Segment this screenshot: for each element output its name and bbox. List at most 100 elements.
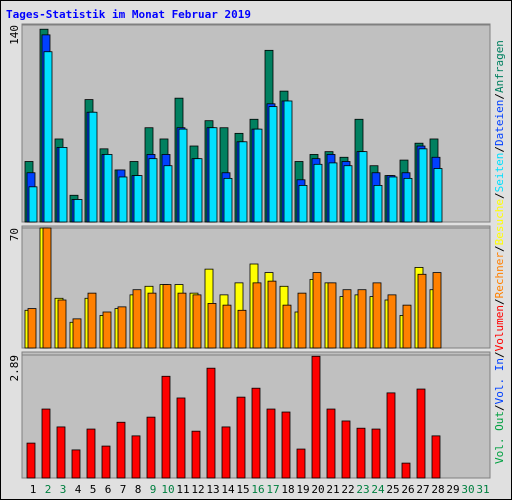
bar [163,165,173,223]
x-tick-label: 13 [206,483,219,496]
bar [251,387,261,479]
bar [148,158,158,223]
bar [297,292,307,349]
x-tick-label: 29 [446,483,459,496]
x-tick-label: 5 [90,483,97,496]
x-tick-label: 9 [150,483,157,496]
legend-separator: / [493,245,506,252]
bar [267,280,277,349]
y-tick-label: 2.89 [8,355,21,382]
x-tick-label: 21 [326,483,339,496]
bar [26,442,36,479]
bar [386,392,396,479]
legend-entry: Rechner [493,252,506,299]
legend: Vol. Out/Vol. In/Volumen/Rechner/Besuche… [493,40,506,464]
x-tick-label: 31 [476,483,489,496]
bar [192,294,202,349]
x-tick-label: 27 [416,483,429,496]
legend-separator: / [493,351,506,358]
bar [401,462,411,479]
x-tick-label: 17 [266,483,279,496]
bar [237,309,247,349]
bar [102,311,112,349]
bar [28,186,38,223]
bar [56,426,66,479]
bar [343,165,353,223]
legend-separator: / [493,298,506,305]
bar [87,292,97,349]
bar [356,427,366,479]
bar [177,292,187,349]
legend-entry: Volumen [493,305,506,351]
bar [191,430,201,479]
x-tick-label: 3 [60,483,67,496]
chart-title: Tages-Statistik im Monat Februar 2019 [6,8,251,21]
bar [27,308,37,349]
x-tick-label: 8 [135,483,142,496]
x-tick-label: 23 [356,483,369,496]
legend-separator: / [493,192,506,199]
bar [326,408,336,479]
x-tick-label: 10 [161,483,174,496]
legend-separator: / [493,404,506,411]
bar [341,420,351,479]
legend-separator: / [493,93,506,100]
x-tick-label: 2 [45,483,52,496]
bar [208,127,218,223]
bar [103,154,113,223]
bar [221,426,231,479]
bar [358,151,368,223]
bar [131,435,141,479]
legend-entry: Besuche [493,199,506,245]
bar [133,175,143,223]
x-tick-label: 11 [176,483,189,496]
bar [71,449,81,479]
x-tick-label: 30 [461,483,474,496]
x-tick-label: 1 [30,483,37,496]
bar [132,289,142,349]
bar [253,128,263,223]
bar [147,292,157,349]
bar [101,445,111,479]
bar [117,306,127,349]
bar [311,355,321,479]
bar [57,299,67,349]
bar [206,367,216,479]
bar [298,185,308,223]
x-tick-label: 15 [236,483,249,496]
x-tick-label: 18 [281,483,294,496]
x-tick-label: 20 [311,483,324,496]
bar [146,416,156,479]
x-tick-label: 14 [221,483,235,496]
bar [73,199,83,223]
bar [328,162,338,223]
x-tick-label: 28 [431,483,444,496]
bar [161,375,171,479]
bar [72,318,82,349]
legend-entry: Dateien [493,100,506,146]
bar [58,147,68,223]
bar [357,289,367,349]
bar [222,304,232,349]
legend-entry: Anfragen [493,40,506,93]
x-tick-label: 19 [296,483,309,496]
y-tick-label: 140 [8,25,21,45]
bar [86,428,96,479]
bar [312,272,322,349]
bar [42,227,52,349]
bar [162,284,172,349]
bar [43,51,53,223]
bar [236,396,246,479]
bar [88,111,98,223]
bar [252,282,262,349]
legend-entry: Vol. Out [493,411,506,464]
bar [176,397,186,479]
x-tick-label: 16 [251,483,264,496]
bar [282,304,292,349]
bar [296,448,306,479]
x-tick-label: 12 [191,483,204,496]
bar [223,177,233,223]
bar [403,177,413,223]
legend-separator: / [493,146,506,153]
